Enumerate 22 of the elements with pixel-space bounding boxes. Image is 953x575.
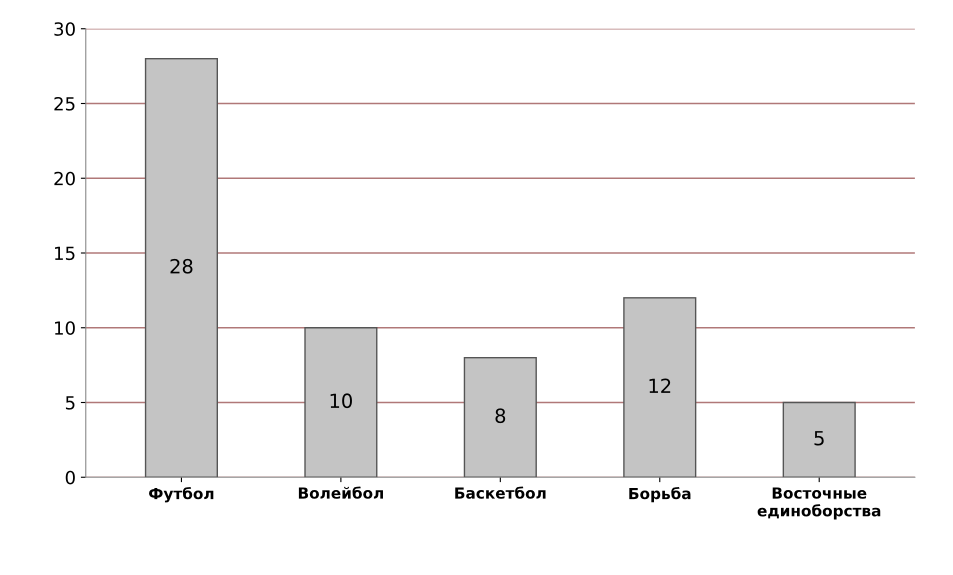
bar: [464, 356, 537, 478]
x-tick-label: Борьба: [629, 486, 690, 502]
y-tick-label: 25: [54, 96, 74, 111]
data-label: 10: [330, 393, 352, 408]
x-tick-label: Футбол: [149, 486, 214, 502]
data-label: 8: [495, 408, 506, 424]
data-label: 12: [650, 378, 670, 393]
y-tick-label: 5: [66, 396, 74, 410]
data-label: 28: [170, 258, 192, 274]
bar: [623, 297, 696, 478]
y-tick-label: 15: [55, 246, 74, 260]
bar: [304, 327, 378, 478]
x-tick-label: Восточные единоборства: [758, 487, 880, 520]
y-tick-label: 30: [54, 22, 75, 36]
y-tick-label: 20: [54, 172, 75, 186]
data-label: 5: [814, 431, 824, 446]
bar: [144, 58, 218, 478]
x-tick-label: Баскетбол: [455, 486, 546, 499]
y-tick-label: 0: [66, 470, 75, 484]
x-tick-label: Волейбол: [298, 486, 383, 499]
bar: [782, 402, 856, 478]
y-tick-label: 10: [55, 321, 75, 335]
